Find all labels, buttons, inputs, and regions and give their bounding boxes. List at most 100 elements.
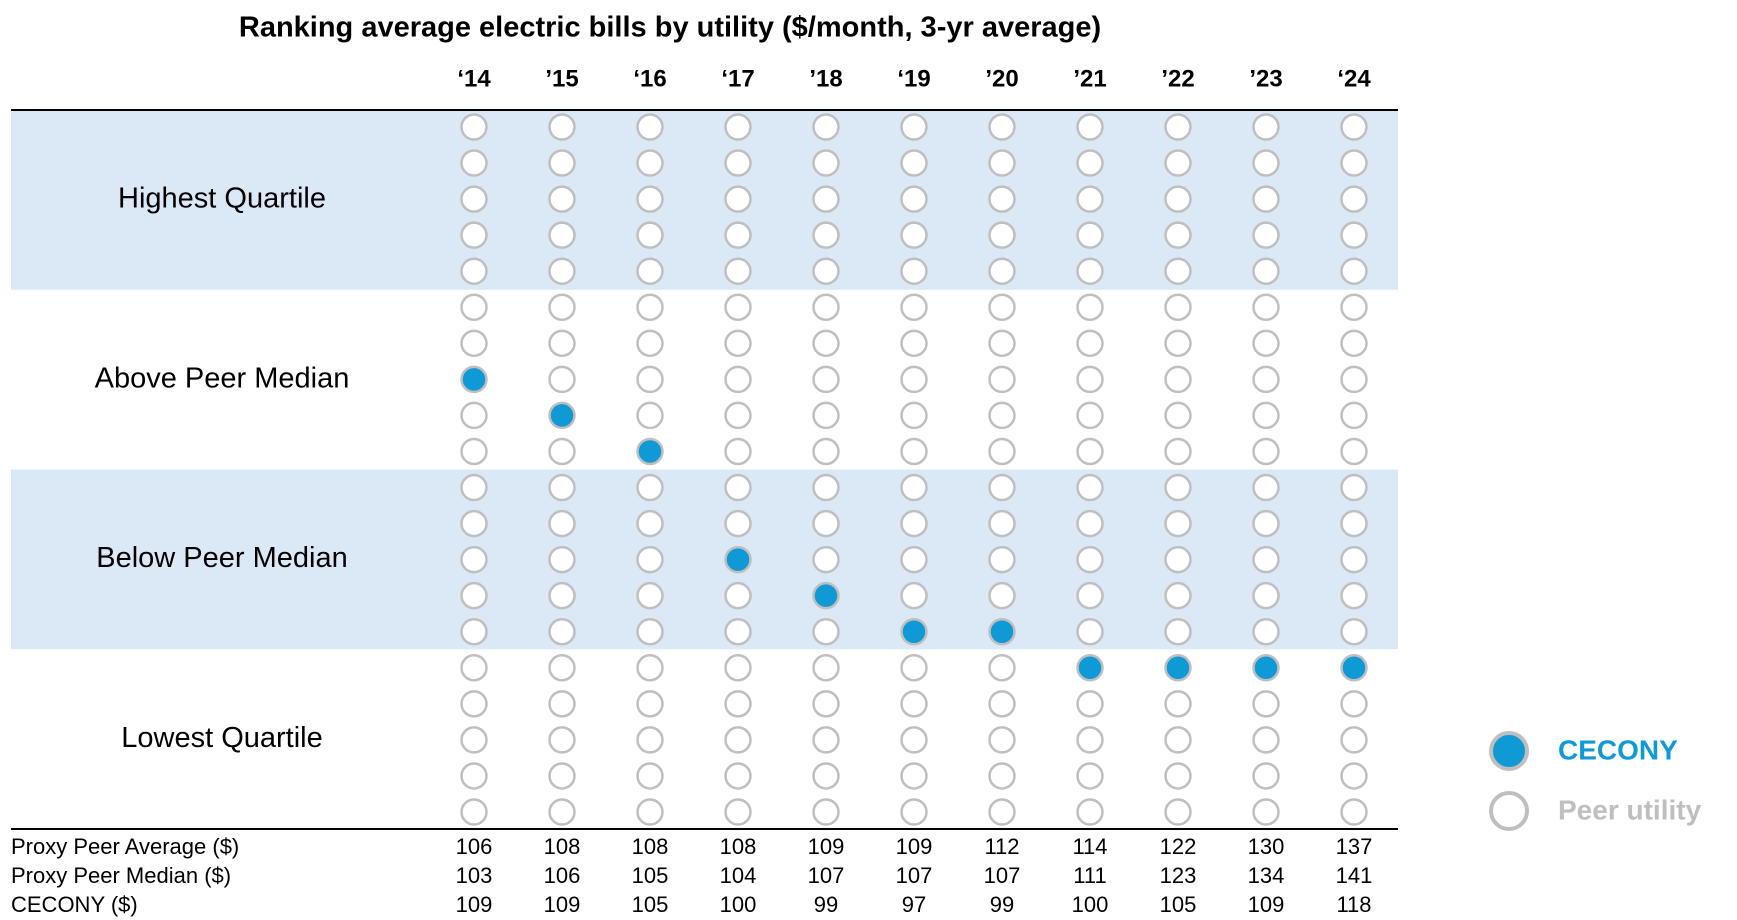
legend-label: CECONY <box>1558 734 1678 765</box>
table-cell: 105 <box>632 863 669 888</box>
table-cell: 109 <box>456 892 493 917</box>
peer-dot <box>812 185 840 213</box>
peer-dot <box>988 257 1016 285</box>
peer-dot <box>636 509 664 538</box>
peer-dot <box>636 257 664 285</box>
peer-dot <box>988 473 1016 502</box>
peer-dot <box>900 257 928 285</box>
cecony-dot <box>812 581 840 610</box>
peer-dot <box>548 437 576 466</box>
peer-dot <box>1252 257 1280 285</box>
peer-dot <box>1076 509 1104 538</box>
peer-dot <box>460 257 488 285</box>
peer-dot <box>636 654 664 682</box>
peer-dot <box>1252 581 1280 610</box>
peer-dot <box>548 185 576 213</box>
peer-dot <box>1164 762 1192 790</box>
peer-dot <box>812 654 840 682</box>
peer-dot <box>1164 617 1192 646</box>
peer-dot <box>1164 798 1192 826</box>
peer-dot <box>636 113 664 141</box>
peer-dot <box>1340 690 1368 718</box>
year-label: ‘19 <box>897 65 930 92</box>
peer-dot <box>724 185 752 213</box>
peer-dot <box>548 293 576 322</box>
peer-dot <box>988 437 1016 466</box>
peer-dot <box>900 545 928 574</box>
table-row-label: Proxy Peer Average ($) <box>11 834 239 859</box>
peer-dot <box>460 113 488 141</box>
peer-dot <box>724 437 752 466</box>
peer-dot <box>1340 221 1368 249</box>
peer-dot <box>900 509 928 538</box>
peer-dot <box>812 401 840 430</box>
peer-dot <box>1164 113 1192 141</box>
peer-dot <box>724 798 752 826</box>
peer-dot <box>1252 185 1280 213</box>
peer-dot <box>548 149 576 177</box>
peer-dot <box>548 726 576 754</box>
peer-dot <box>1164 149 1192 177</box>
peer-dot <box>460 798 488 826</box>
peer-dot <box>812 365 840 394</box>
peer-dot <box>812 293 840 322</box>
chart-title: Ranking average electric bills by utilit… <box>239 12 1101 44</box>
peer-dot <box>636 221 664 249</box>
peer-dot <box>724 257 752 285</box>
peer-dot <box>1076 149 1104 177</box>
peer-dot <box>988 221 1016 249</box>
peer-dot <box>988 690 1016 718</box>
peer-dot <box>724 654 752 682</box>
peer-dot <box>1252 365 1280 394</box>
peer-dot <box>724 329 752 358</box>
peer-dot <box>1076 798 1104 826</box>
year-label: ‘24 <box>1337 65 1371 92</box>
cecony-dot <box>900 617 928 646</box>
table-cell: 134 <box>1248 863 1285 888</box>
peer-dot <box>1076 726 1104 754</box>
peer-dot <box>724 509 752 538</box>
table-cell: 107 <box>808 863 845 888</box>
cecony-dot <box>460 365 488 394</box>
table-cell: 109 <box>896 834 933 859</box>
peer-dot <box>988 509 1016 538</box>
peer-dot <box>1252 221 1280 249</box>
peer-dot <box>460 221 488 249</box>
peer-dot <box>460 185 488 213</box>
peer-dot <box>548 113 576 141</box>
peer-dot <box>1340 545 1368 574</box>
table-cell: 100 <box>1072 892 1109 917</box>
table-cell: 108 <box>544 834 581 859</box>
peer-dot <box>724 401 752 430</box>
peer-dot <box>1164 293 1192 322</box>
table-cell: 104 <box>720 863 757 888</box>
peer-dot <box>900 690 928 718</box>
peer-dot <box>1252 329 1280 358</box>
table-cell: 109 <box>1248 892 1285 917</box>
peer-dot <box>988 365 1016 394</box>
peer-dot <box>460 762 488 790</box>
peer-dot <box>1252 149 1280 177</box>
peer-dot <box>460 726 488 754</box>
peer-dot <box>988 293 1016 322</box>
peer-dot <box>1164 365 1192 394</box>
peer-dot <box>1076 401 1104 430</box>
table-cell: 100 <box>720 892 757 917</box>
table-cell: 105 <box>632 892 669 917</box>
peer-dot <box>1076 581 1104 610</box>
peer-dot <box>636 726 664 754</box>
peer-dot <box>988 185 1016 213</box>
peer-dot <box>548 329 576 358</box>
table-cell: 108 <box>632 834 669 859</box>
peer-dot <box>1252 113 1280 141</box>
band-label: Above Peer Median <box>95 362 350 394</box>
peer-dot <box>1252 293 1280 322</box>
peer-dot <box>988 798 1016 826</box>
peer-dot <box>1340 401 1368 430</box>
cecony-dot <box>548 401 576 430</box>
cecony-dot <box>1252 654 1280 682</box>
peer-dot <box>460 437 488 466</box>
table-cell: 105 <box>1160 892 1197 917</box>
cecony-dot <box>1340 654 1368 682</box>
